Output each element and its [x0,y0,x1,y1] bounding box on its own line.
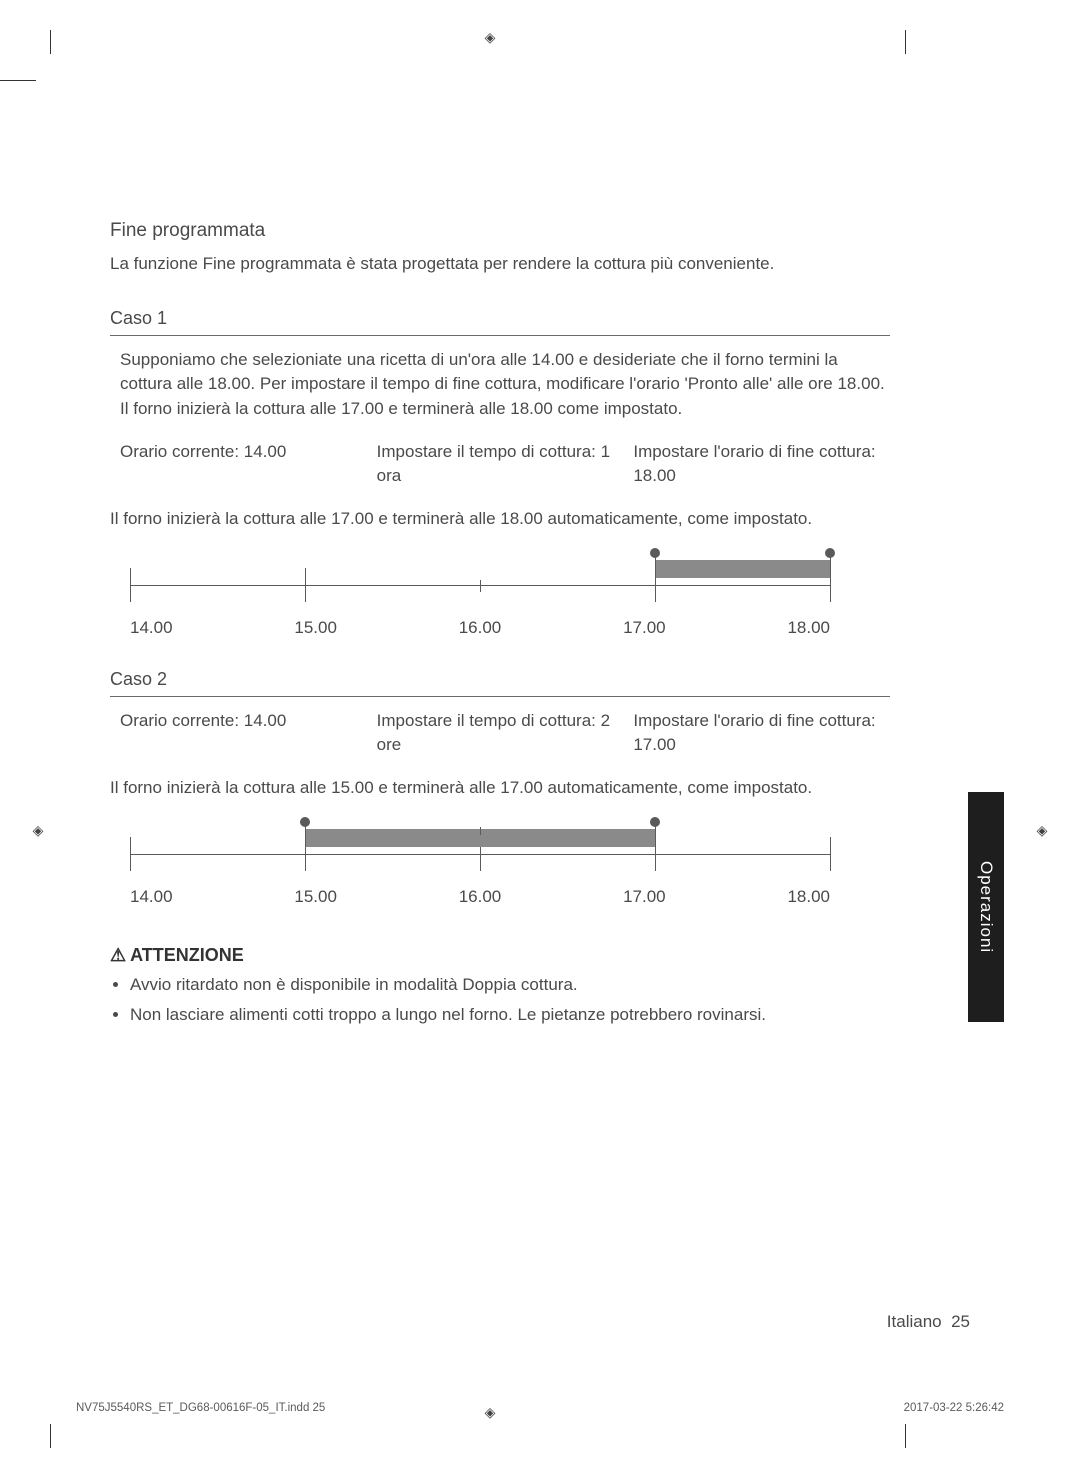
print-footer-file: NV75J5540RS_ET_DG68-00616F-05_IT.indd 25 [76,1402,325,1414]
tick-label: 16.00 [459,618,502,638]
warning-item: Non lasciare alimenti cotti troppo a lun… [130,1002,890,1028]
tick-label: 18.00 [787,887,830,907]
timeline-tick [480,827,481,835]
side-tab-label: Operazioni [976,861,996,953]
caso1-settings-row: Orario corrente: 14.00 Impostare il temp… [120,440,890,489]
crop-mark [0,80,36,81]
caso1-end-time: Impostare l'orario di ﬁne cottura: 18.00 [633,440,890,489]
registration-mark-icon: ◈ [480,29,500,46]
page-content: Fine programmata La funzione Fine progra… [110,220,890,1032]
intro-text: La funzione Fine programmata è stata pro… [110,252,890,277]
timeline-tick [830,552,831,602]
footer-language: Italiano [887,1312,942,1331]
print-footer: NV75J5540RS_ET_DG68-00616F-05_IT.indd 25… [76,1402,1004,1414]
caso1-timeline: 14.00 15.00 16.00 17.00 18.00 [130,552,830,638]
divider [110,335,890,336]
tick-label: 14.00 [130,887,173,907]
timeline-cooking-bar [655,560,830,578]
side-tab: Operazioni [968,792,1004,1022]
crop-mark [50,1424,51,1448]
timeline-tick [830,837,831,871]
tick-label: 17.00 [623,618,666,638]
print-footer-timestamp: 2017-03-22 5:26:42 [904,1402,1004,1414]
timeline-tick [655,552,656,602]
timeline-labels: 14.00 15.00 16.00 17.00 18.00 [130,618,830,638]
tick-label: 15.00 [294,618,337,638]
warning-heading: ⚠ATTENZIONE [110,945,890,966]
caso1-result: Il forno inizierà la cottura alle 17.00 … [110,507,890,532]
warning-item: Avvio ritardato non è disponibile in mod… [130,972,890,998]
page-footer: Italiano 25 [110,1312,970,1332]
crop-mark [905,30,906,54]
tick-label: 17.00 [623,887,666,907]
registration-mark-icon: ◈ [1032,822,1052,839]
caso1-description: Supponiamo che selezioniate una ricetta … [120,348,890,422]
caso2-result: Il forno inizierà la cottura alle 15.00 … [110,776,890,801]
footer-page-number: 25 [951,1312,970,1331]
timeline-labels: 14.00 15.00 16.00 17.00 18.00 [130,887,830,907]
warning-list: Avvio ritardato non è disponibile in mod… [116,972,890,1029]
timeline-tick [655,821,656,871]
crop-mark [50,30,51,54]
divider [110,696,890,697]
tick-label: 18.00 [787,618,830,638]
caso2-timeline: 14.00 15.00 16.00 17.00 18.00 [130,821,830,907]
caso2-label: Caso 2 [110,666,890,692]
timeline-tick [305,821,306,871]
warning-icon: ⚠ [110,945,126,966]
timeline-tick [480,847,481,871]
tick-label: 14.00 [130,618,173,638]
caso2-cook-time: Impostare il tempo di cottura: 2 ore [377,709,634,758]
timeline-tick [480,580,481,592]
timeline-tick [130,837,131,871]
warning-heading-text: ATTENZIONE [130,945,244,965]
caso1-current-time: Orario corrente: 14.00 [120,440,377,489]
caso2-end-time: Impostare l'orario di ﬁne cottura: 17.00 [633,709,890,758]
caso2-settings-row: Orario corrente: 14.00 Impostare il temp… [120,709,890,758]
timeline-tick [305,568,306,602]
caso2-current-time: Orario corrente: 14.00 [120,709,377,758]
section-title: Fine programmata [110,220,890,242]
crop-mark [905,1424,906,1448]
tick-label: 16.00 [459,887,502,907]
caso1-label: Caso 1 [110,305,890,331]
caso1-cook-time: Impostare il tempo di cottura: 1 ora [377,440,634,489]
tick-label: 15.00 [294,887,337,907]
registration-mark-icon: ◈ [28,822,48,839]
timeline-tick [130,568,131,602]
